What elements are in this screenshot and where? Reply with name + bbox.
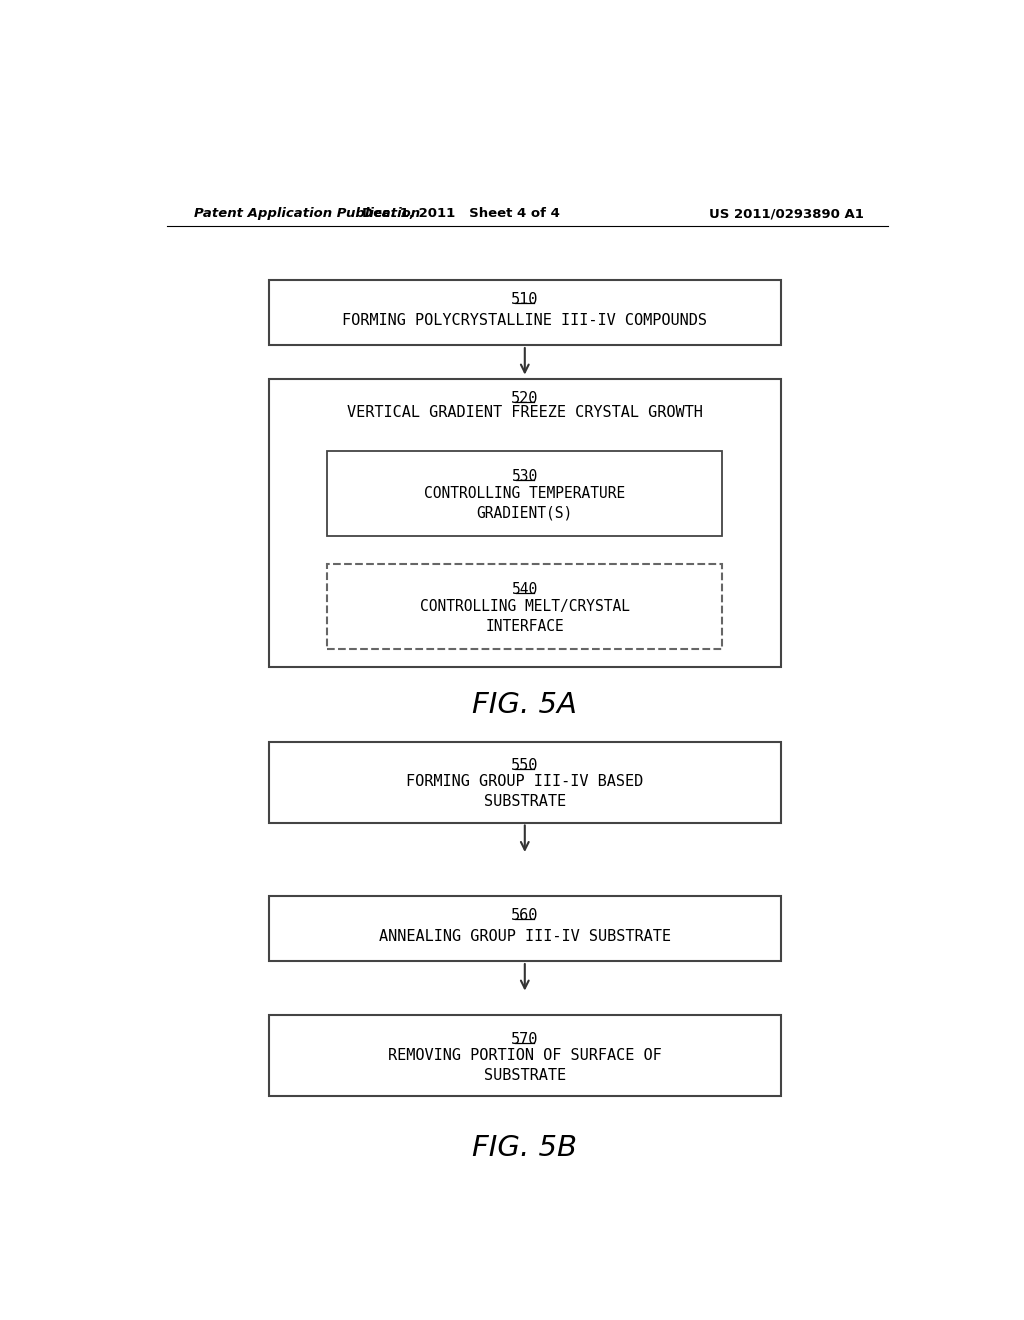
Bar <box>328 451 722 536</box>
Text: FIG. 5B: FIG. 5B <box>472 1134 578 1162</box>
Text: Dec. 1, 2011   Sheet 4 of 4: Dec. 1, 2011 Sheet 4 of 4 <box>362 207 560 220</box>
Text: 520: 520 <box>511 391 539 407</box>
Text: FORMING POLYCRYSTALLINE III-IV COMPOUNDS: FORMING POLYCRYSTALLINE III-IV COMPOUNDS <box>342 313 708 327</box>
Text: ANNEALING GROUP III-IV SUBSTRATE: ANNEALING GROUP III-IV SUBSTRATE <box>379 929 671 944</box>
Text: 510: 510 <box>511 292 539 306</box>
Text: REMOVING PORTION OF SURFACE OF
SUBSTRATE: REMOVING PORTION OF SURFACE OF SUBSTRATE <box>388 1048 662 1082</box>
Text: 550: 550 <box>511 759 539 774</box>
Bar <box>328 564 722 649</box>
Text: 530: 530 <box>512 469 538 484</box>
Text: 560: 560 <box>511 908 539 923</box>
Text: US 2011/0293890 A1: US 2011/0293890 A1 <box>710 207 864 220</box>
Text: Patent Application Publication: Patent Application Publication <box>194 207 420 220</box>
Bar <box>269 379 780 667</box>
Text: 540: 540 <box>512 582 538 597</box>
Text: FORMING GROUP III-IV BASED
SUBSTRATE: FORMING GROUP III-IV BASED SUBSTRATE <box>407 775 643 809</box>
Text: VERTICAL GRADIENT FREEZE CRYSTAL GROWTH: VERTICAL GRADIENT FREEZE CRYSTAL GROWTH <box>347 405 702 420</box>
Text: CONTROLLING MELT/CRYSTAL
INTERFACE: CONTROLLING MELT/CRYSTAL INTERFACE <box>420 599 630 634</box>
Text: CONTROLLING TEMPERATURE
GRADIENT(S): CONTROLLING TEMPERATURE GRADIENT(S) <box>424 486 626 521</box>
Bar <box>269 1015 780 1096</box>
Text: FIG. 5A: FIG. 5A <box>472 692 578 719</box>
Bar <box>269 280 780 345</box>
Text: 570: 570 <box>511 1032 539 1047</box>
Bar <box>269 742 780 822</box>
Bar <box>269 896 780 961</box>
